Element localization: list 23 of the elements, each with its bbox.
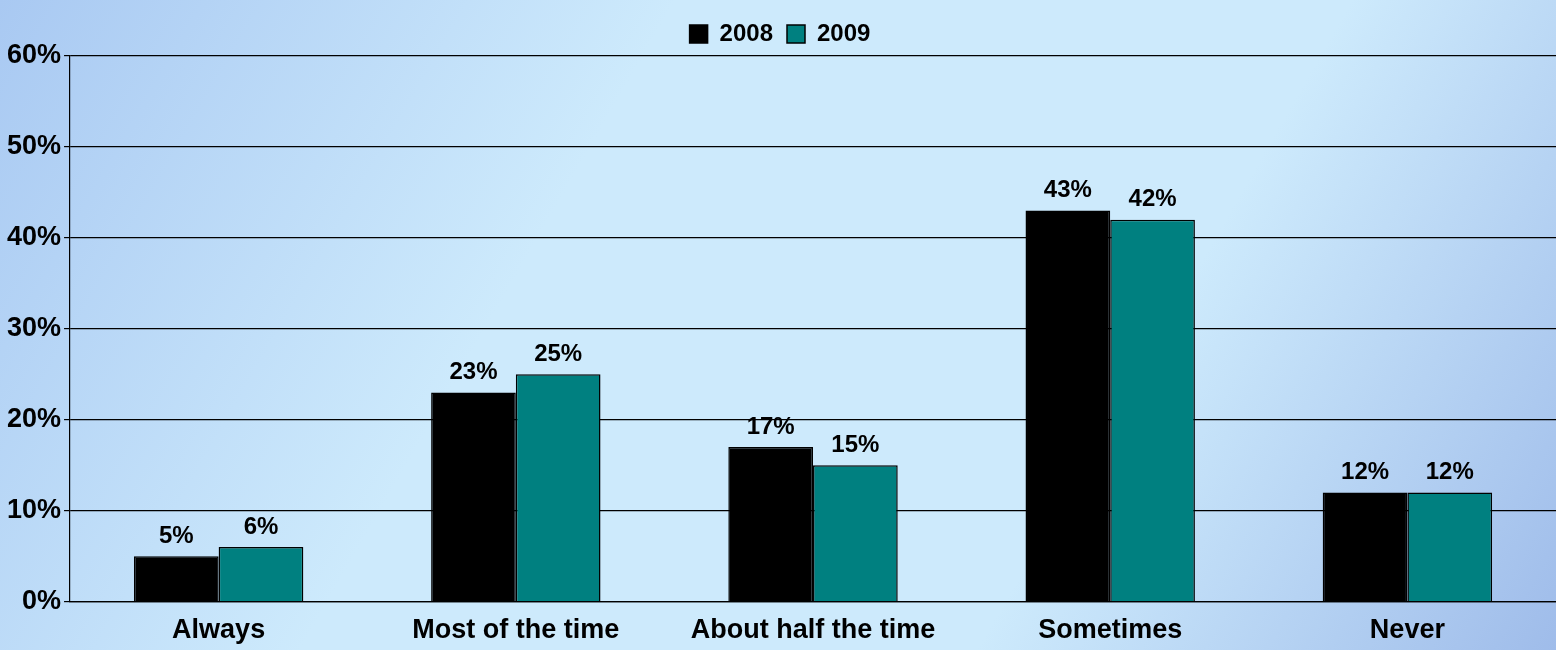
legend-label: 2009	[817, 18, 871, 46]
data-label: 43%	[1043, 175, 1092, 203]
x-tick-label: Always	[172, 614, 266, 645]
data-label: 12%	[1341, 457, 1390, 485]
x-tick-label: Sometimes	[1038, 614, 1183, 645]
y-tick-label: 30%	[6, 312, 62, 343]
y-tick-label: 0%	[22, 585, 62, 616]
y-tick-label: 20%	[6, 403, 62, 434]
data-label: 23%	[449, 357, 498, 385]
y-tick-label: 60%	[6, 39, 62, 70]
data-label: 5%	[158, 520, 194, 548]
y-tick-label: 40%	[6, 221, 62, 252]
x-tick-label: Never	[1369, 614, 1446, 645]
y-tick-label: 50%	[6, 130, 62, 161]
x-tick-label: Most of the time	[412, 614, 620, 645]
x-tick-label: About half the time	[690, 614, 936, 645]
legend-label: 2008	[719, 18, 773, 46]
data-label: 15%	[831, 429, 880, 457]
y-tick-label: 10%	[6, 494, 62, 525]
data-label: 42%	[1128, 184, 1177, 212]
data-label: 25%	[534, 338, 583, 366]
data-label: 12%	[1425, 457, 1474, 485]
data-label: 6%	[243, 511, 279, 539]
